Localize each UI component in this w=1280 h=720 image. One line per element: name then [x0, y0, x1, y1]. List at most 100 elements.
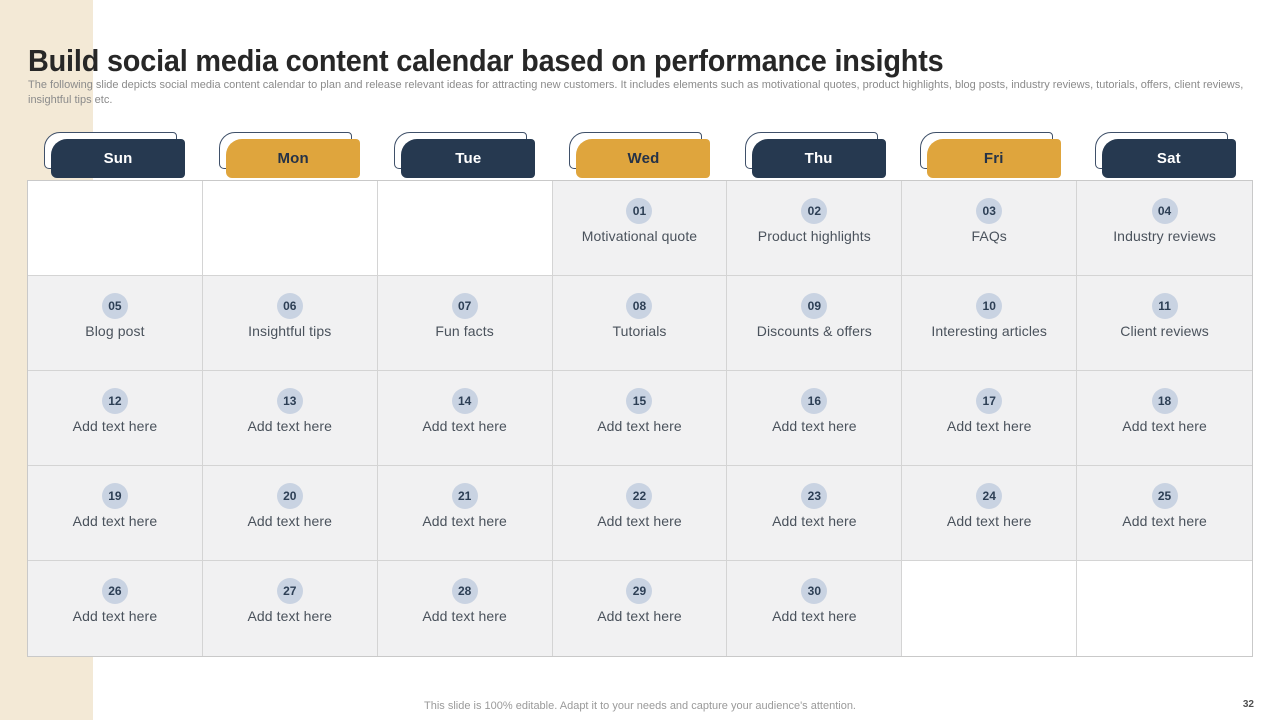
day-number-badge: 19 [101, 483, 128, 509]
day-tab-label: Fri [926, 139, 1061, 178]
day-number-badge: 28 [451, 578, 478, 604]
calendar-cell[interactable]: 10 Interesting articles [902, 276, 1078, 371]
day-number-badge: 21 [451, 483, 478, 509]
day-number-badge: 11 [1151, 293, 1178, 319]
day-tab-wed[interactable]: Wed [569, 132, 711, 178]
day-number-badge: 07 [451, 293, 478, 319]
calendar-cell[interactable]: 21 Add text here [377, 466, 553, 561]
calendar-cell[interactable]: 01 Motivational quote [552, 181, 728, 276]
day-number-badge: 06 [276, 293, 303, 319]
cell-label: Interesting articles [931, 323, 1048, 339]
slide-title: Build social media content calendar base… [28, 42, 944, 78]
day-tab-thu[interactable]: Thu [744, 132, 886, 178]
calendar-cell[interactable]: 06 Insightful tips [202, 276, 378, 371]
calendar-cell[interactable]: 05 Blog post [28, 276, 203, 371]
cell-label: Product highlights [757, 228, 871, 244]
day-number-badge: 30 [801, 578, 828, 604]
day-tab-tue[interactable]: Tue [394, 132, 536, 178]
footer-note: This slide is 100% editable. Adapt it to… [424, 700, 856, 712]
cell-label: Add text here [597, 513, 682, 529]
day-tab-fri[interactable]: Fri [919, 132, 1061, 178]
calendar-cell[interactable]: 22 Add text here [552, 466, 728, 561]
cell-label: Discounts & offers [756, 323, 872, 339]
calendar-cell-empty[interactable] [202, 181, 378, 276]
day-header-row: Sun Mon Tue Wed Thu Fri Sat [27, 132, 1253, 178]
calendar-cell[interactable]: 28 Add text here [377, 561, 553, 656]
cell-label: Fun facts [435, 323, 494, 339]
day-number-badge: 23 [801, 483, 828, 509]
calendar-cell[interactable]: 24 Add text here [902, 466, 1078, 561]
day-tab-mon[interactable]: Mon [219, 132, 361, 178]
cell-label: Add text here [422, 418, 507, 434]
cell-label: Client reviews [1120, 323, 1209, 339]
day-number-badge: 04 [1151, 198, 1178, 224]
day-number-badge: 12 [101, 388, 128, 414]
cell-label: Add text here [597, 608, 682, 624]
day-number-badge: 13 [276, 388, 303, 414]
calendar-cell-empty[interactable] [377, 181, 553, 276]
day-tab-label: Sun [51, 139, 186, 178]
cell-label: Add text here [247, 418, 333, 434]
calendar-cell[interactable]: 23 Add text here [727, 466, 903, 561]
cell-label: Motivational quote [581, 228, 698, 244]
day-number-badge: 17 [976, 388, 1003, 414]
cell-label: Add text here [72, 608, 158, 624]
calendar-grid: 01 Motivational quote 02 Product highlights… [27, 180, 1253, 657]
day-number-badge: 09 [801, 293, 828, 319]
calendar-cell[interactable]: 13 Add text here [202, 371, 378, 466]
cell-label: Insightful tips [248, 323, 332, 339]
calendar-cell[interactable]: 12 Add text here [28, 371, 203, 466]
calendar-cell[interactable]: 25 Add text here [1077, 466, 1252, 561]
cell-label: Tutorials [612, 323, 667, 339]
day-tab-sun[interactable]: Sun [44, 132, 186, 178]
day-number-badge: 05 [101, 293, 128, 319]
calendar-cell[interactable]: 27 Add text here [202, 561, 378, 656]
calendar-cell[interactable]: 17 Add text here [902, 371, 1078, 466]
calendar-cell[interactable]: 20 Add text here [202, 466, 378, 561]
calendar-cell[interactable]: 18 Add text here [1077, 371, 1252, 466]
calendar-cell-empty[interactable] [1077, 561, 1252, 656]
day-number-badge: 29 [626, 578, 653, 604]
cell-label: Add text here [72, 513, 158, 529]
day-tab-label: Mon [226, 139, 361, 178]
cell-label: Add text here [1122, 513, 1207, 529]
calendar-cell[interactable]: 08 Tutorials [552, 276, 728, 371]
calendar-cell[interactable]: 02 Product highlights [727, 181, 903, 276]
day-number-badge: 27 [276, 578, 303, 604]
day-number-badge: 02 [801, 198, 828, 224]
page-number: 32 [1242, 699, 1254, 710]
calendar-cell-empty[interactable] [28, 181, 203, 276]
cell-label: Add text here [772, 418, 857, 434]
cell-label: Add text here [422, 608, 507, 624]
day-number-badge: 10 [976, 293, 1003, 319]
calendar-cell[interactable]: 07 Fun facts [377, 276, 553, 371]
day-number-badge: 20 [276, 483, 303, 509]
day-number-badge: 01 [626, 198, 653, 224]
cell-label: Add text here [247, 608, 333, 624]
cell-label: Add text here [946, 513, 1032, 529]
day-number-badge: 22 [626, 483, 653, 509]
calendar-cell[interactable]: 29 Add text here [552, 561, 728, 656]
cell-label: Add text here [422, 513, 507, 529]
calendar-cell[interactable]: 30 Add text here [727, 561, 903, 656]
calendar-cell[interactable]: 11 Client reviews [1077, 276, 1252, 371]
cell-label: Add text here [946, 418, 1032, 434]
day-tab-label: Tue [401, 139, 536, 178]
calendar-cell[interactable]: 15 Add text here [552, 371, 728, 466]
calendar-cell[interactable]: 09 Discounts & offers [727, 276, 903, 371]
day-number-badge: 18 [1151, 388, 1178, 414]
calendar-cell-empty[interactable] [902, 561, 1078, 656]
day-number-badge: 08 [626, 293, 653, 319]
cell-label: Blog post [85, 323, 145, 339]
calendar-cell[interactable]: 14 Add text here [377, 371, 553, 466]
day-tab-sat[interactable]: Sat [1094, 132, 1236, 178]
calendar-cell[interactable]: 04 Industry reviews [1077, 181, 1252, 276]
cell-label: Add text here [72, 418, 158, 434]
calendar-cell[interactable]: 26 Add text here [28, 561, 203, 656]
day-number-badge: 03 [976, 198, 1003, 224]
calendar-cell[interactable]: 03 FAQs [902, 181, 1078, 276]
day-tab-label: Thu [751, 139, 886, 178]
calendar-cell[interactable]: 16 Add text here [727, 371, 903, 466]
calendar-cell[interactable]: 19 Add text here [28, 466, 203, 561]
